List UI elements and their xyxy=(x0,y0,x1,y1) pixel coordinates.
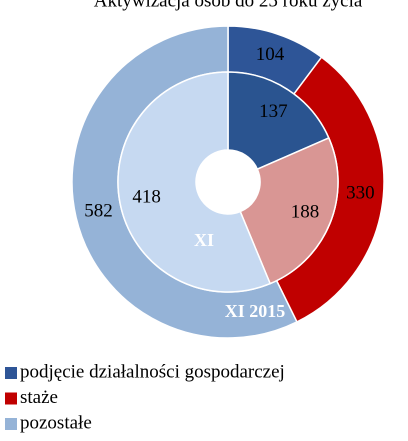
legend-swatch xyxy=(5,392,17,405)
data-label: 582 xyxy=(84,201,113,222)
legend-swatch xyxy=(5,418,17,430)
data-label: 418 xyxy=(132,187,161,208)
legend-label: pozostałe xyxy=(20,412,92,433)
data-label: 137 xyxy=(259,101,288,122)
donut-segment xyxy=(117,71,272,293)
chart-title: Aktywizacja osób do 25 roku życia xyxy=(94,0,363,11)
data-label: 330 xyxy=(346,183,375,204)
donut-segment xyxy=(227,71,330,171)
donut-segment xyxy=(239,136,339,285)
data-label: 188 xyxy=(291,201,320,222)
legend-label: staże xyxy=(20,387,58,408)
legend-swatch xyxy=(5,367,17,379)
data-label: 104 xyxy=(256,44,285,65)
series-label: XI 2015 xyxy=(225,301,286,321)
series-label: XI xyxy=(194,230,214,250)
legend-label: podjęcie działalności gospodarczej xyxy=(20,361,285,382)
